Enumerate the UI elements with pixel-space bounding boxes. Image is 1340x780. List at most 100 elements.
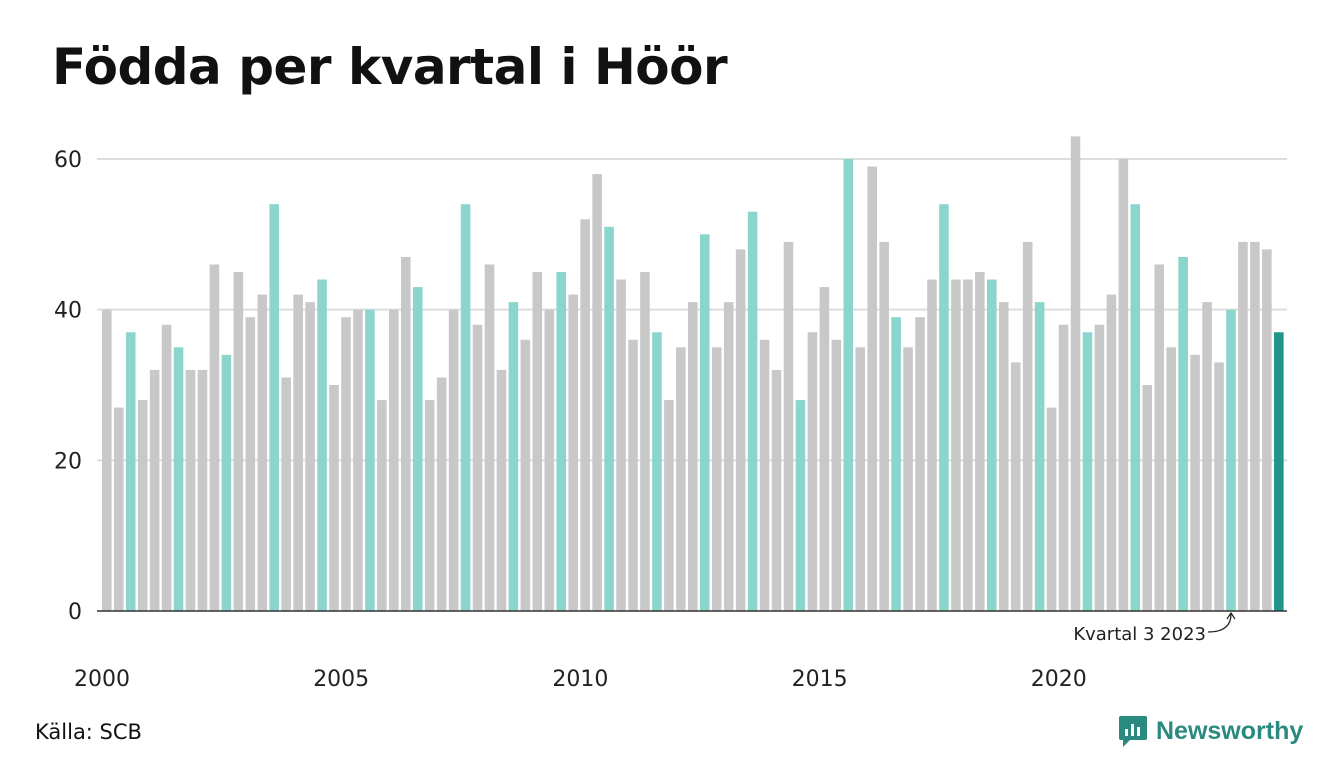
bar	[998, 302, 1009, 611]
bar	[1262, 249, 1272, 611]
bar	[640, 272, 650, 611]
bar	[1118, 159, 1129, 611]
x-tick-label: 2000	[74, 667, 130, 692]
bar	[879, 241, 889, 611]
bar	[365, 309, 375, 611]
bar	[867, 166, 877, 611]
y-tick-label: 0	[68, 600, 82, 625]
bar	[472, 324, 483, 611]
bar	[604, 226, 614, 612]
bars	[102, 136, 1284, 612]
bar	[293, 294, 303, 611]
annotation-arrow	[1207, 613, 1232, 633]
bar	[592, 174, 602, 611]
bar	[616, 279, 626, 611]
bar	[1250, 241, 1260, 611]
bar	[1070, 136, 1081, 611]
bar	[688, 302, 698, 611]
bar	[1022, 241, 1033, 611]
bar	[759, 339, 770, 611]
bar	[987, 279, 997, 611]
bar	[1274, 332, 1284, 611]
bar	[389, 309, 399, 611]
bar	[556, 272, 567, 611]
bar	[1046, 407, 1057, 611]
bar	[185, 369, 196, 611]
bar	[1094, 324, 1105, 611]
bar	[1226, 309, 1236, 611]
y-tick-label: 40	[54, 299, 82, 324]
bar	[305, 302, 315, 611]
bar	[137, 400, 148, 611]
bar	[102, 309, 112, 611]
bar	[520, 339, 531, 611]
bar	[1154, 264, 1165, 611]
x-axis-ticks: 2000 2005 2010 2015 2020	[74, 667, 1087, 692]
bar	[329, 385, 339, 611]
bar	[891, 317, 901, 611]
bar	[963, 279, 973, 611]
bar	[400, 256, 411, 611]
newsworthy-logo-icon	[1119, 716, 1147, 747]
bar	[783, 241, 794, 611]
bar	[436, 377, 447, 611]
brand-logo: Newsworthy	[1118, 714, 1303, 748]
bar	[353, 309, 363, 611]
bar	[149, 369, 160, 611]
bar	[628, 339, 638, 611]
bar	[1082, 332, 1093, 611]
bar	[723, 302, 734, 611]
bar	[652, 332, 662, 611]
bar	[1010, 362, 1021, 611]
y-axis-ticks: 0 20 40 60	[54, 148, 82, 625]
bar	[161, 324, 172, 611]
bar	[125, 332, 136, 611]
x-tick-label: 2010	[552, 667, 608, 692]
y-tick-label: 60	[54, 148, 82, 173]
bar	[1142, 385, 1153, 611]
bar	[233, 272, 244, 611]
bar	[975, 272, 985, 611]
bar	[1178, 256, 1188, 611]
source-label: Källa: SCB	[35, 720, 142, 744]
bar	[903, 347, 913, 611]
bar-chart: 0 20 40 60 2000 2005 2010 2015 2020 Kvartal 3 2…	[54, 136, 1287, 692]
bar	[1190, 354, 1200, 611]
bar	[939, 204, 949, 611]
annotation: Kvartal 3 2023	[1073, 611, 1236, 645]
bar	[1058, 324, 1069, 611]
bar	[747, 211, 758, 612]
bar	[1214, 362, 1224, 611]
bar	[197, 369, 208, 611]
bar	[951, 279, 961, 611]
bar	[1238, 241, 1248, 611]
bar	[819, 287, 830, 611]
bar	[664, 400, 674, 611]
bar	[460, 204, 471, 611]
bar	[699, 234, 710, 611]
annotation-arrowhead	[1226, 611, 1236, 620]
bar	[1130, 204, 1141, 611]
bar	[209, 264, 220, 611]
bar	[843, 159, 854, 611]
bar	[496, 369, 507, 611]
bar	[269, 204, 279, 611]
bar	[1202, 302, 1212, 611]
bar	[580, 219, 590, 611]
bar	[711, 347, 722, 611]
bar	[927, 279, 937, 611]
bar	[245, 317, 256, 611]
bar	[484, 264, 495, 611]
bar	[173, 347, 184, 611]
bar	[544, 309, 555, 611]
bar	[341, 317, 351, 611]
chart-title: Födda per kvartal i Höör	[52, 38, 728, 96]
bar	[221, 354, 232, 611]
annotation-label: Kvartal 3 2023	[1073, 624, 1206, 645]
bar	[281, 377, 291, 611]
x-tick-label: 2005	[313, 667, 369, 692]
bar	[1166, 347, 1176, 611]
brand-name: Newsworthy	[1156, 716, 1304, 745]
bar	[1034, 302, 1045, 611]
bar	[1106, 294, 1117, 611]
